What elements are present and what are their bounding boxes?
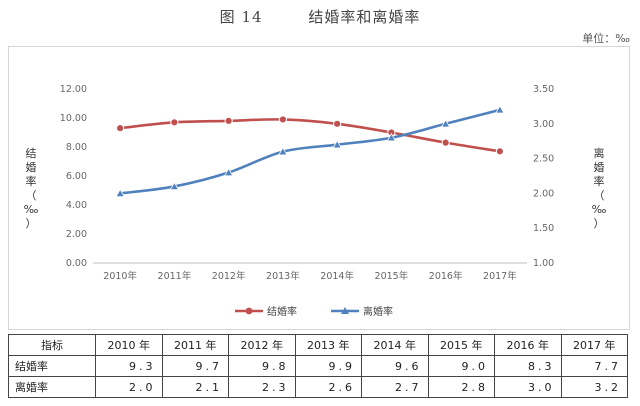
y-right-axis-label-char: ） [594, 217, 605, 230]
x-tick-label: 2011年 [158, 270, 192, 282]
table-header-year: 2017 年 [560, 334, 628, 356]
table-cell: 9.7 [161, 355, 229, 377]
table-header-label: 指标 [8, 334, 96, 356]
legend-marker [245, 307, 253, 315]
series-line-divorce [118, 108, 502, 195]
table-header-year: 2010 年 [95, 334, 163, 356]
chart-panel: 0.00 2.00 4.00 6.00 8.00 10.00 12.00 1.00 1.50 2.… [8, 46, 630, 330]
data-point [495, 105, 505, 114]
table-row-label: 离婚率 [8, 376, 96, 398]
data-point [332, 139, 342, 149]
table-cell: 9.0 [427, 355, 495, 377]
y-right-tick-label: 1.00 [533, 258, 554, 269]
y-left-tick-label: 12.00 [60, 84, 87, 95]
y-left-tick-label: 6.00 [66, 171, 87, 182]
table-cell: 2.6 [294, 376, 362, 398]
y-left-axis-label-char: ） [26, 217, 37, 230]
legend-marker [341, 307, 349, 314]
y-right-axis-label-char: （ [594, 189, 605, 202]
y-left-axis-label-char: 婚 [26, 160, 37, 174]
x-tick-label: 2017年 [483, 270, 517, 282]
figure-number: 图 14 [219, 8, 263, 26]
data-point [495, 147, 504, 156]
table-cell: 9.3 [95, 355, 163, 377]
data-point [116, 124, 125, 133]
legend-label: 离婚率 [363, 305, 393, 318]
legend-label: 结婚率 [267, 305, 297, 318]
y-right-axis-label-char: ‰ [592, 203, 607, 216]
x-tick-label: 2015年 [375, 270, 409, 282]
table-header-year: 2014 年 [361, 334, 429, 356]
table-cell: 2.8 [427, 376, 495, 398]
y-right-tick-label: 3.00 [533, 119, 554, 130]
y-right-tick-label: 2.00 [533, 188, 554, 199]
data-point [278, 115, 287, 124]
table-cell: 2.7 [361, 376, 429, 398]
y-right-axis-label-char: 率 [594, 174, 605, 188]
data-point [115, 188, 125, 198]
table-cell: 3.2 [560, 376, 628, 398]
y-left-tick-label: 2.00 [66, 229, 87, 240]
x-tick-label: 2012年 [212, 270, 246, 282]
table-row: 结婚率 9.3 9.7 9.8 9.9 9.6 9.0 8.3 7.7 [8, 355, 628, 377]
x-tick-label: 2016年 [429, 270, 463, 282]
y-left-tick-label: 10.00 [60, 113, 87, 124]
y-right-axis-label-char: 婚 [594, 160, 605, 174]
data-point [170, 118, 179, 127]
table-header-year: 2016 年 [494, 334, 562, 356]
table-cell: 8.3 [494, 355, 562, 377]
x-tick-label: 2014年 [320, 270, 354, 282]
y-left-axis-label-char: 率 [26, 174, 37, 188]
table-header-year: 2013 年 [294, 334, 362, 356]
y-right-tick-label: 2.50 [533, 154, 554, 165]
data-point [278, 146, 288, 156]
data-point [441, 138, 450, 147]
data-point [440, 118, 451, 128]
table-header-year: 2012 年 [228, 334, 296, 356]
y-left-tick-label: 4.00 [66, 200, 87, 211]
table-header-year: 2011 年 [161, 334, 229, 356]
table-cell: 2.0 [95, 376, 163, 398]
unit-label: 单位：‰ [582, 32, 630, 45]
table-cell: 2.1 [161, 376, 229, 398]
y-right-tick-label: 1.50 [533, 223, 554, 234]
table-cell: 2.3 [228, 376, 296, 398]
table-cell: 7.7 [560, 355, 628, 377]
chart-title: 结婚率和离婚率 [308, 8, 421, 26]
table-cell: 9.8 [228, 355, 296, 377]
y-left-axis-label-char: ‰ [24, 203, 39, 216]
y-right-axis-label-char: 离 [594, 146, 605, 160]
line-chart: 0.00 2.00 4.00 6.00 8.00 10.00 12.00 1.00 1.50 2.… [24, 84, 607, 318]
y-right-tick-label: 3.50 [533, 84, 554, 95]
table-header-row: 指标 2010 年 2011 年 2012 年 2013 年 2014 年 20… [8, 334, 628, 356]
data-point [386, 132, 397, 142]
x-tick-label: 2013年 [266, 270, 300, 282]
x-tick-label: 2010年 [103, 270, 137, 282]
data-point [223, 167, 234, 177]
y-left-tick-label: 8.00 [66, 142, 87, 153]
table-row-label: 结婚率 [8, 355, 96, 377]
table-cell: 3.0 [494, 376, 562, 398]
y-left-axis-label-char: 结 [26, 147, 37, 160]
y-left-axis-label-char: （ [26, 189, 37, 202]
data-table: 指标 2010 年 2011 年 2012 年 2013 年 2014 年 20… [8, 334, 628, 398]
data-point [169, 181, 180, 191]
data-point [333, 119, 342, 128]
table-row: 离婚率 2.0 2.1 2.3 2.6 2.7 2.8 3.0 3.2 [8, 376, 628, 398]
table-header-year: 2015 年 [427, 334, 495, 356]
table-cell: 9.9 [294, 355, 362, 377]
series-line-marriage [118, 118, 502, 153]
y-left-tick-label: 0.00 [66, 258, 87, 269]
table-cell: 9.6 [361, 355, 429, 377]
figure-title-bar: 图 14 结婚率和离婚率 [0, 6, 640, 27]
data-point [224, 116, 233, 126]
